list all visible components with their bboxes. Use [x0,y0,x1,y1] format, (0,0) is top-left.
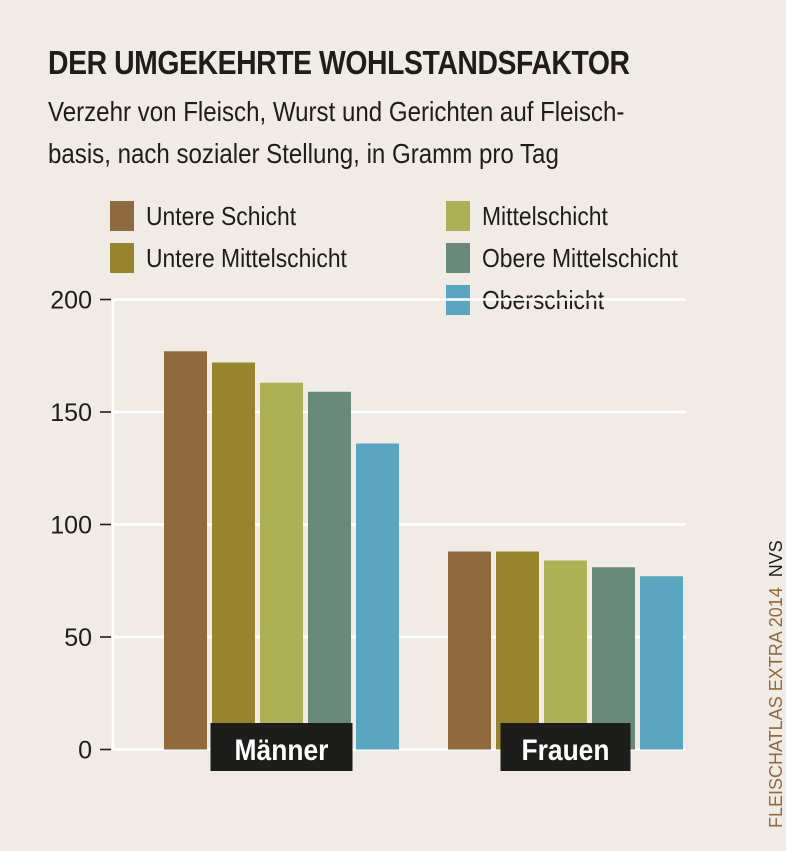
category-label: Frauen [522,732,610,766]
y-tick-label: 200 [50,287,92,315]
chart-subtitle: Verzehr von Fleisch, Wurst und Gerichten… [48,91,624,175]
legend-label: Obere Mittelschicht [482,242,678,273]
bars [164,351,683,750]
y-tick-label: 150 [50,399,92,427]
subtitle-line-1: Verzehr von Fleisch, Wurst und Gerichten… [48,96,625,127]
legend-swatch [446,201,470,231]
legend-item-untere-schicht: Untere Schicht [110,198,317,234]
y-axis: 0 50 100 150 200 [50,287,111,765]
bar-untere-schicht-frauen [448,551,491,750]
subtitle-line-2: basis, nach sozialer Stellung, in Gramm … [48,138,559,169]
source-data: NVS [766,540,786,578]
source-publication: FLEISCHATLAS EXTRA 2014 [766,587,786,828]
y-tick-label: 0 [78,737,92,765]
legend-label: Untere Schicht [146,200,297,231]
bar-obere-mittelschicht-männer [308,391,351,750]
bar-obere-mittelschicht-frauen [592,567,635,750]
bar-untere-mittelschicht-männer [212,362,255,750]
bar-oberschicht-frauen [640,576,683,750]
chart-title: DER UMGEKEHRTE WOHLSTANDSFAKTOR [48,44,630,81]
category-label-box [210,723,353,771]
category-label: Männer [235,732,329,766]
bar-untere-schicht-männer [164,351,207,750]
legend-item-untere-mittelschicht: Untere Mittelschicht [110,240,374,276]
bar-oberschicht-männer [356,443,399,750]
bar-mittelschicht-männer [260,382,303,750]
legend-swatch [110,243,134,273]
y-tick-label: 50 [64,624,92,652]
legend-item-obere-mittelschicht: Obere Mittelschicht [446,240,705,276]
bar-mittelschicht-frauen [544,560,587,750]
legend: Untere Schicht Untere Mittelschicht Mitt… [110,198,770,318]
legend-swatch [110,201,134,231]
bar-untere-mittelschicht-frauen [496,551,539,750]
legend-label: Mittelschicht [482,200,608,231]
y-tick-label: 100 [50,512,92,540]
legend-swatch [446,243,470,273]
legend-label: Untere Mittelschicht [146,242,347,273]
legend-item-mittelschicht: Mittelschicht [446,198,625,234]
source-credit: FLEISCHATLAS EXTRA 2014 NVS [766,540,786,828]
category-labels: Männer Frauen [210,723,631,771]
category-label-box [500,723,631,771]
